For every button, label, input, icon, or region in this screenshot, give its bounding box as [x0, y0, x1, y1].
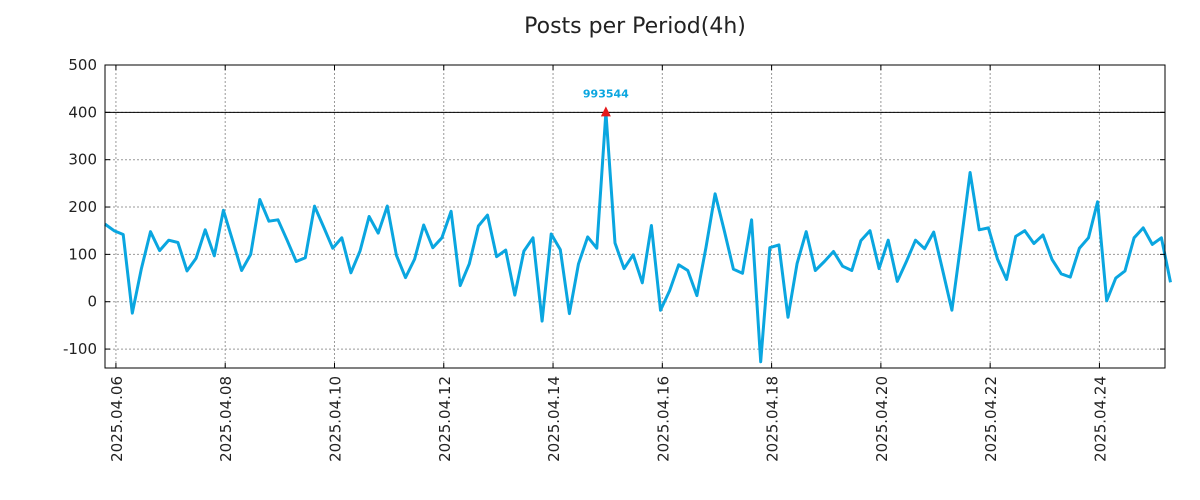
y-tick-label: 300 [68, 151, 97, 169]
x-axis: 2025.04.06 2025.04.08 2025.04.10 2025.04.12… [108, 65, 1109, 462]
plot-frame [104, 64, 1166, 369]
x-tick-label: 2025.04.08 [217, 376, 235, 462]
x-tick-label: 2025.04.24 [1091, 376, 1109, 462]
x-tick-label: 2025.04.12 [436, 376, 454, 462]
x-tick-label: 2025.04.06 [108, 376, 126, 462]
peak-marker [600, 106, 611, 117]
x-tick-label: 2025.04.22 [982, 376, 1000, 462]
x-tick-label: 2025.04.20 [873, 376, 891, 462]
annotation-layer: 993544 [583, 87, 629, 117]
y-tick-label: -100 [63, 340, 97, 358]
chart-title: Posts per Period(4h) [524, 14, 746, 39]
x-tick-label: 2025.04.18 [764, 376, 782, 462]
series-line [104, 110, 1172, 364]
y-tick-label: 100 [68, 245, 97, 263]
y-axis: -100 0 100 200 300 400 500 [63, 56, 1165, 358]
y-tick-label: 500 [68, 56, 97, 74]
series-layer [104, 110, 1172, 364]
grid-layer [105, 65, 1165, 368]
x-tick-label: 2025.04.16 [654, 376, 672, 462]
y-tick-label: 200 [68, 198, 97, 216]
x-tick-label: 2025.04.10 [326, 376, 344, 462]
y-tick-label: 0 [87, 293, 97, 311]
peak-label: 993544 [583, 87, 629, 100]
y-tick-label: 400 [68, 103, 97, 121]
x-tick-label: 2025.04.14 [545, 376, 563, 462]
